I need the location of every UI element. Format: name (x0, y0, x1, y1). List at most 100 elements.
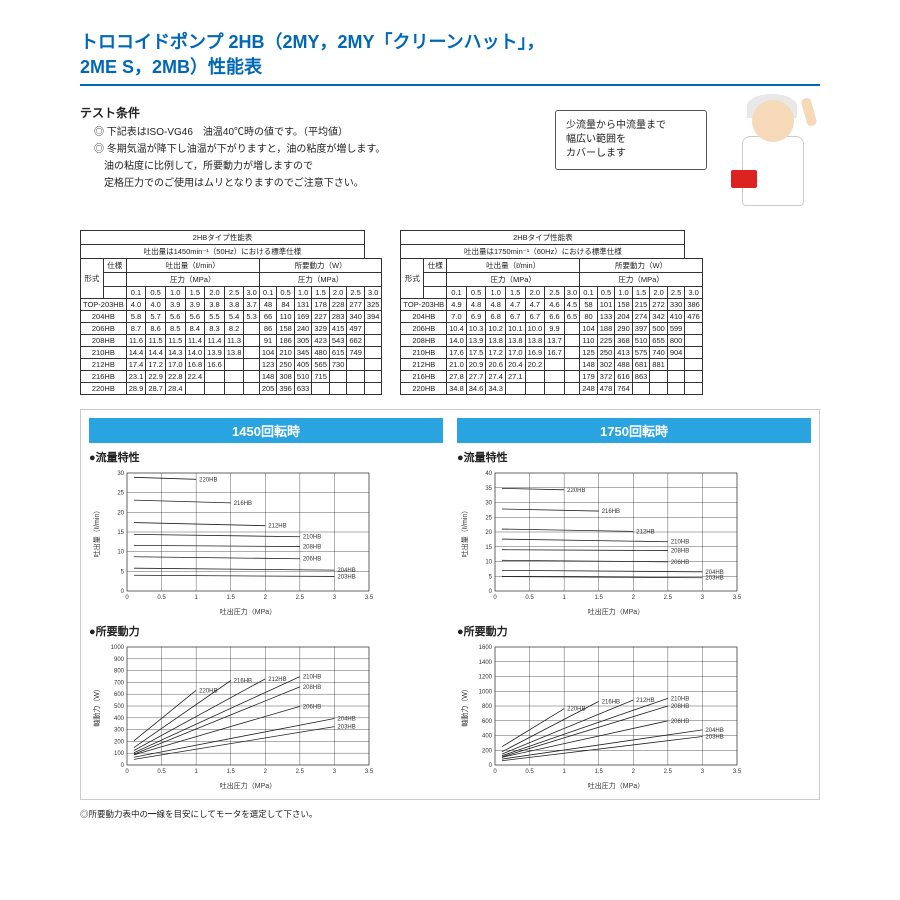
svg-text:0: 0 (493, 595, 497, 601)
svg-text:0: 0 (121, 589, 125, 595)
svg-text:216HB: 216HB (602, 509, 620, 515)
svg-text:2: 2 (264, 769, 268, 775)
svg-text:吐出圧力（MPa）: 吐出圧力（MPa） (588, 607, 644, 616)
table-row: 204HB7.06.96.86.76.76.66.580133204274342… (401, 311, 702, 323)
svg-text:1.5: 1.5 (595, 769, 604, 775)
svg-text:1000: 1000 (111, 645, 125, 651)
svg-text:208HB: 208HB (671, 549, 689, 555)
svg-text:220HB: 220HB (567, 488, 585, 494)
svg-text:800: 800 (482, 704, 493, 710)
svg-text:0.5: 0.5 (525, 769, 534, 775)
power-chart-1450: 00.511.522.533.5010020030040050060070080… (89, 641, 419, 791)
svg-text:1: 1 (194, 595, 198, 601)
svg-text:15: 15 (485, 545, 492, 551)
svg-text:3: 3 (333, 595, 337, 601)
svg-text:203HB: 203HB (705, 735, 723, 741)
svg-text:軸動力（W）: 軸動力（W） (92, 686, 101, 728)
svg-text:208HB: 208HB (303, 545, 321, 551)
svg-text:0: 0 (489, 589, 493, 595)
table-row: 216HB23.122.922.822.4148308510715 (81, 371, 382, 383)
svg-text:10: 10 (117, 550, 124, 556)
svg-text:30: 30 (117, 471, 124, 477)
table-row: 204HB5.85.75.65.65.55.45.366110169227283… (81, 311, 382, 323)
svg-text:1.5: 1.5 (227, 769, 236, 775)
cond-line: 定格圧力でのご使用はムリとなりますのでご注意下さい。 (94, 176, 537, 191)
performance-table-60hz: 2HBタイプ性能表吐出量は1750min⁻¹（60Hz）における標準仕様形式仕様… (400, 230, 702, 395)
table-row: 210HB14.414.414.314.013.913.810421034548… (81, 347, 382, 359)
svg-text:200: 200 (482, 749, 493, 755)
svg-text:0: 0 (125, 595, 129, 601)
svg-text:203HB: 203HB (705, 576, 723, 582)
svg-text:1400: 1400 (479, 660, 493, 666)
svg-text:212HB: 212HB (268, 677, 286, 683)
chart-title-flow: ●流量特性 (89, 449, 443, 465)
svg-text:1200: 1200 (479, 675, 493, 681)
svg-text:2.5: 2.5 (664, 769, 673, 775)
cond-line: ◎ 冬期気温が降下し油温が下がりますと，油の粘度が増します。 (94, 142, 537, 157)
svg-text:212HB: 212HB (636, 698, 654, 704)
svg-text:210HB: 210HB (303, 535, 321, 541)
svg-text:3: 3 (701, 769, 705, 775)
svg-text:500: 500 (114, 704, 125, 710)
flow-chart-1750: 00.511.522.533.50510152025303540203HB204… (457, 467, 787, 617)
svg-text:35: 35 (485, 486, 492, 492)
svg-text:206HB: 206HB (671, 560, 689, 566)
svg-text:2: 2 (264, 595, 268, 601)
performance-table-50hz: 2HBタイプ性能表吐出量は1450min⁻¹（50Hz）における標準仕様形式仕様… (80, 230, 382, 395)
svg-text:1.5: 1.5 (595, 595, 604, 601)
svg-text:1: 1 (194, 769, 198, 775)
mascot-icon (725, 96, 820, 216)
svg-text:216HB: 216HB (234, 679, 252, 685)
svg-text:210HB: 210HB (671, 540, 689, 546)
svg-text:208HB: 208HB (303, 685, 321, 691)
svg-text:吐出量（ℓ/min）: 吐出量（ℓ/min） (460, 507, 469, 558)
speech-balloon: 少流量から中流量まで 幅広い範囲を カバーします (555, 110, 707, 170)
svg-text:2.5: 2.5 (664, 595, 673, 601)
svg-text:30: 30 (485, 501, 492, 507)
svg-text:1000: 1000 (479, 690, 493, 696)
svg-text:0: 0 (489, 763, 493, 769)
svg-text:204HB: 204HB (705, 728, 723, 734)
footer-note: ◎所要動力表中の━線を目安にしてモータを選定して下さい。 (80, 808, 820, 820)
svg-text:0.5: 0.5 (525, 595, 534, 601)
svg-text:吐出圧力（MPa）: 吐出圧力（MPa） (220, 607, 276, 616)
svg-text:206HB: 206HB (671, 719, 689, 725)
svg-text:220HB: 220HB (567, 707, 585, 713)
svg-text:212HB: 212HB (636, 530, 654, 536)
power-chart-1750: 00.511.522.533.5020040060080010001200140… (457, 641, 787, 791)
svg-text:203HB: 203HB (337, 725, 355, 731)
svg-text:5: 5 (121, 570, 125, 576)
svg-text:212HB: 212HB (268, 524, 286, 530)
svg-text:0.5: 0.5 (157, 595, 166, 601)
svg-text:203HB: 203HB (337, 575, 355, 581)
balloon-line: 少流量から中流量まで (566, 120, 666, 131)
svg-text:206HB: 206HB (303, 705, 321, 711)
svg-text:1: 1 (562, 769, 566, 775)
balloon-line: 幅広い範囲を (566, 134, 626, 145)
table-row: 206HB8.78.68.58.48.38.286158240329415497 (81, 323, 382, 335)
table-row: 212HB17.417.217.016.816.6123250405565730 (81, 359, 382, 371)
svg-text:5: 5 (489, 575, 493, 581)
cond-heading: テスト条件 (80, 104, 537, 121)
svg-text:2.5: 2.5 (296, 595, 305, 601)
title-line-2: 2ME S，2MB）性能表 (80, 57, 262, 77)
table-row: 208HB14.013.913.813.813.813.711022536851… (401, 335, 702, 347)
svg-text:204HB: 204HB (337, 569, 355, 575)
svg-text:210HB: 210HB (303, 675, 321, 681)
svg-text:210HB: 210HB (671, 697, 689, 703)
table-row: 206HB10.410.310.210.110.09.9104188290397… (401, 323, 702, 335)
cond-line: 油の粘度に比例して，所要動力が増しますので (94, 159, 537, 174)
chart-title-power: ●所要動力 (457, 623, 811, 639)
svg-text:100: 100 (114, 752, 125, 758)
svg-text:220HB: 220HB (199, 478, 217, 484)
svg-text:吐出圧力（MPa）: 吐出圧力（MPa） (588, 781, 644, 790)
svg-text:300: 300 (114, 728, 125, 734)
svg-text:400: 400 (114, 716, 125, 722)
svg-text:900: 900 (114, 657, 125, 663)
table-row: 212HB21.020.920.620.420.2148302488681881 (401, 359, 702, 371)
svg-text:3.5: 3.5 (365, 595, 374, 601)
svg-text:25: 25 (117, 491, 124, 497)
svg-text:軸動力（W）: 軸動力（W） (460, 686, 469, 728)
table-row: 210HB17.617.517.217.016.916.712525041357… (401, 347, 702, 359)
svg-text:200: 200 (114, 740, 125, 746)
